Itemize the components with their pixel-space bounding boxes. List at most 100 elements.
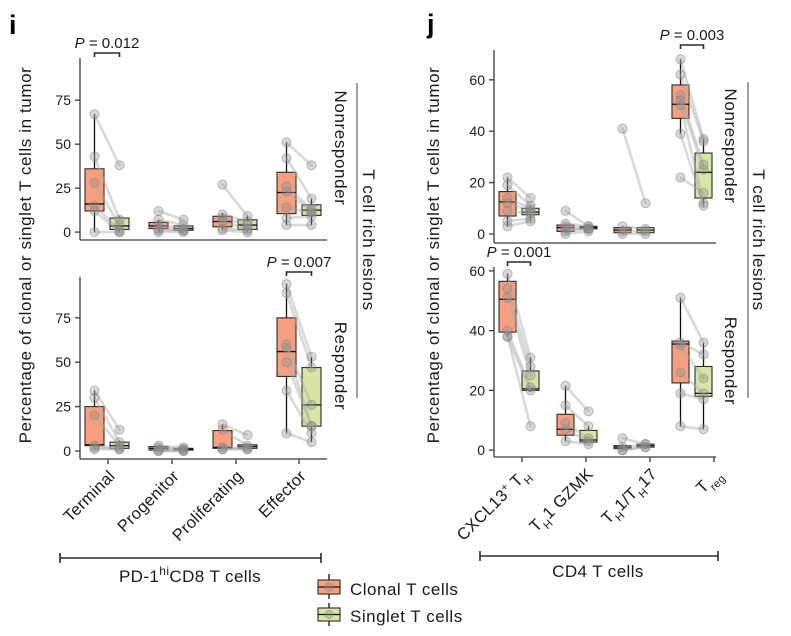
pair-line-j-nonresponder-th1-gzmk-2 bbox=[564, 224, 590, 231]
pair-line-i-responder-effector-4 bbox=[285, 360, 313, 428]
y-tick-label: 20 bbox=[469, 175, 485, 191]
point-j-nonresponder-treg-clonal-t-cells-0 bbox=[675, 54, 686, 65]
point-i-responder-effector-clonal-t-cells-0 bbox=[281, 279, 292, 290]
point-j-responder-th1-gzmk-clonal-t-cells-1 bbox=[560, 400, 571, 411]
pair-line-i-nonresponder-proliferating-1 bbox=[221, 213, 249, 223]
pair-line-j-nonresponder-treg-5 bbox=[679, 132, 705, 208]
y-tick-label: 50 bbox=[55, 354, 71, 370]
point-j-responder-th1-gzmk-singlet-t-cells-2 bbox=[583, 433, 594, 444]
p-value-text: = 0.003 bbox=[670, 27, 725, 44]
pair-line-j-responder-th1-gzmk-4 bbox=[564, 439, 590, 446]
point-j-nonresponder-th1-th17-clonal-t-cells-0 bbox=[617, 123, 628, 134]
point-j-responder-treg-singlet-t-cells-4 bbox=[698, 394, 709, 405]
pair-line-j-responder-cxcl13-th-5 bbox=[506, 335, 532, 428]
point-i-responder-proliferating-singlet-t-cells-0 bbox=[242, 429, 253, 441]
y-axis-title-i: Percentage of clonal or singlet T cells … bbox=[16, 67, 35, 444]
pair-line-i-responder-effector-3 bbox=[285, 346, 313, 428]
pair-line-j-nonresponder-th1-gzmk-4 bbox=[564, 227, 590, 233]
point-j-responder-cxcl13-th-clonal-t-cells-1 bbox=[502, 283, 513, 294]
point-i-responder-progenitor-singlet-t-cells-3 bbox=[178, 445, 189, 457]
point-i-nonresponder-terminal-singlet-t-cells-0 bbox=[114, 160, 125, 171]
point-i-responder-terminal-singlet-t-cells-3 bbox=[114, 442, 125, 453]
pair-line-j-responder-treg-4 bbox=[679, 392, 705, 401]
pair-line-j-nonresponder-th1-gzmk-5 bbox=[564, 230, 590, 236]
point-i-nonresponder-effector-clonal-t-cells-6 bbox=[281, 219, 292, 231]
boxes-i-responder bbox=[84, 284, 322, 452]
point-i-responder-progenitor-singlet-t-cells-0 bbox=[178, 442, 189, 453]
point-i-responder-progenitor-clonal-t-cells-4 bbox=[153, 445, 164, 457]
y-tick-label: 0 bbox=[477, 442, 485, 458]
point-j-responder-treg-singlet-t-cells-1 bbox=[698, 349, 709, 360]
point-j-responder-cxcl13-th-singlet-t-cells-4 bbox=[525, 385, 536, 396]
x-tick-label-terminal: Terminal bbox=[60, 467, 119, 526]
pair-line-j-responder-cxcl13-th-2 bbox=[506, 296, 532, 377]
point-i-responder-terminal-clonal-t-cells-5 bbox=[89, 444, 100, 455]
pair-line-j-nonresponder-treg-4 bbox=[679, 104, 705, 205]
pair-line-i-responder-terminal-2 bbox=[93, 414, 121, 447]
pair-line-i-nonresponder-effector-5 bbox=[285, 214, 313, 220]
point-j-nonresponder-treg-clonal-t-cells-2 bbox=[675, 90, 686, 101]
point-j-responder-treg-clonal-t-cells-1 bbox=[675, 337, 686, 348]
point-i-responder-proliferating-singlet-t-cells-4 bbox=[242, 444, 253, 455]
y-tick-label: 25 bbox=[55, 399, 71, 415]
point-i-nonresponder-progenitor-singlet-t-cells-3 bbox=[178, 225, 189, 236]
point-j-nonresponder-cxcl13-th-clonal-t-cells-2 bbox=[502, 192, 513, 204]
point-j-nonresponder-cxcl13-th-singlet-t-cells-6 bbox=[525, 216, 536, 227]
point-j-nonresponder-treg-clonal-t-cells-1 bbox=[675, 69, 686, 80]
point-i-nonresponder-proliferating-clonal-t-cells-0 bbox=[217, 179, 228, 190]
p-value-label-j-nonresponder: P = 0.003 bbox=[660, 27, 725, 44]
point-j-nonresponder-cxcl13-th-clonal-t-cells-5 bbox=[502, 216, 513, 227]
point-j-responder-cxcl13-th-clonal-t-cells-4 bbox=[502, 331, 513, 342]
pair-line-j-responder-treg-1 bbox=[679, 341, 705, 356]
point-i-nonresponder-effector-singlet-t-cells-0 bbox=[306, 160, 317, 171]
p-symbol: P bbox=[487, 244, 497, 261]
pair-line-j-nonresponder-th1-th17-1 bbox=[621, 224, 647, 231]
y-tick-label: 40 bbox=[469, 123, 485, 139]
point-i-nonresponder-proliferating-clonal-t-cells-1 bbox=[217, 209, 228, 220]
point-i-nonresponder-terminal-singlet-t-cells-2 bbox=[114, 219, 125, 231]
strata-label-j: T cell rich lesions bbox=[749, 169, 768, 310]
point-j-nonresponder-treg-clonal-t-cells-4 bbox=[675, 100, 686, 111]
point-j-nonresponder-treg-singlet-t-cells-4 bbox=[698, 198, 709, 209]
x-tick-label-treg: Treg bbox=[693, 465, 728, 500]
point-i-nonresponder-effector-clonal-t-cells-2 bbox=[281, 181, 292, 192]
point-j-nonresponder-cxcl13-th-singlet-t-cells-4 bbox=[525, 208, 536, 219]
p-symbol: P bbox=[75, 35, 85, 52]
pair-line-j-responder-treg-3 bbox=[679, 371, 705, 395]
legend: Clonal T cells Singlet T cells bbox=[317, 574, 462, 626]
box-i-responder-proliferating-clonal-t-cells bbox=[212, 430, 233, 449]
point-j-responder-th1-gzmk-clonal-t-cells-3 bbox=[560, 424, 571, 435]
pair-line-i-nonresponder-proliferating-3 bbox=[221, 220, 249, 230]
point-i-nonresponder-terminal-clonal-t-cells-0 bbox=[89, 109, 100, 120]
point-j-nonresponder-treg-singlet-t-cells-0 bbox=[698, 133, 709, 145]
point-j-responder-treg-singlet-t-cells-3 bbox=[698, 388, 709, 399]
point-i-responder-effector-singlet-t-cells-6 bbox=[306, 437, 317, 448]
label-part: Effector bbox=[255, 467, 310, 522]
point-i-responder-proliferating-clonal-t-cells-4 bbox=[217, 444, 228, 455]
pair-line-j-nonresponder-cxcl13-th-5 bbox=[506, 217, 532, 223]
boxes-j-responder bbox=[498, 273, 713, 451]
pair-line-i-nonresponder-effector-4 bbox=[285, 206, 313, 215]
legend-label-clonal: Clonal T cells bbox=[350, 580, 458, 599]
point-i-responder-proliferating-singlet-t-cells-1 bbox=[242, 440, 253, 451]
points-j-nonresponder bbox=[502, 54, 709, 240]
boxes-j-nonresponder bbox=[498, 59, 713, 235]
point-j-responder-th1-th17-singlet-t-cells-3 bbox=[640, 442, 651, 453]
significance-bracket-j-nonresponder bbox=[679, 44, 705, 49]
pair-line-i-nonresponder-effector-1 bbox=[285, 156, 313, 200]
point-i-responder-progenitor-singlet-t-cells-2 bbox=[178, 444, 189, 455]
point-j-nonresponder-th1-th17-singlet-t-cells-1 bbox=[640, 223, 651, 234]
pair-line-i-nonresponder-terminal-4 bbox=[93, 209, 121, 234]
point-j-nonresponder-treg-clonal-t-cells-5 bbox=[675, 128, 686, 139]
y-tick-label: 0 bbox=[477, 226, 485, 242]
point-i-responder-terminal-clonal-t-cells-0 bbox=[89, 385, 100, 396]
point-i-nonresponder-proliferating-clonal-t-cells-5 bbox=[217, 225, 228, 236]
pair-lines-i-responder bbox=[93, 282, 313, 453]
pair-line-j-nonresponder-cxcl13-th-3 bbox=[506, 201, 532, 213]
point-j-responder-th1-gzmk-singlet-t-cells-3 bbox=[583, 436, 594, 447]
point-i-responder-proliferating-singlet-t-cells-3 bbox=[242, 444, 253, 455]
p-value-text: = 0.001 bbox=[497, 244, 552, 261]
point-i-nonresponder-terminal-singlet-t-cells-4 bbox=[114, 226, 125, 238]
point-i-responder-terminal-singlet-t-cells-0 bbox=[114, 424, 125, 435]
point-j-responder-treg-clonal-t-cells-4 bbox=[675, 388, 686, 399]
